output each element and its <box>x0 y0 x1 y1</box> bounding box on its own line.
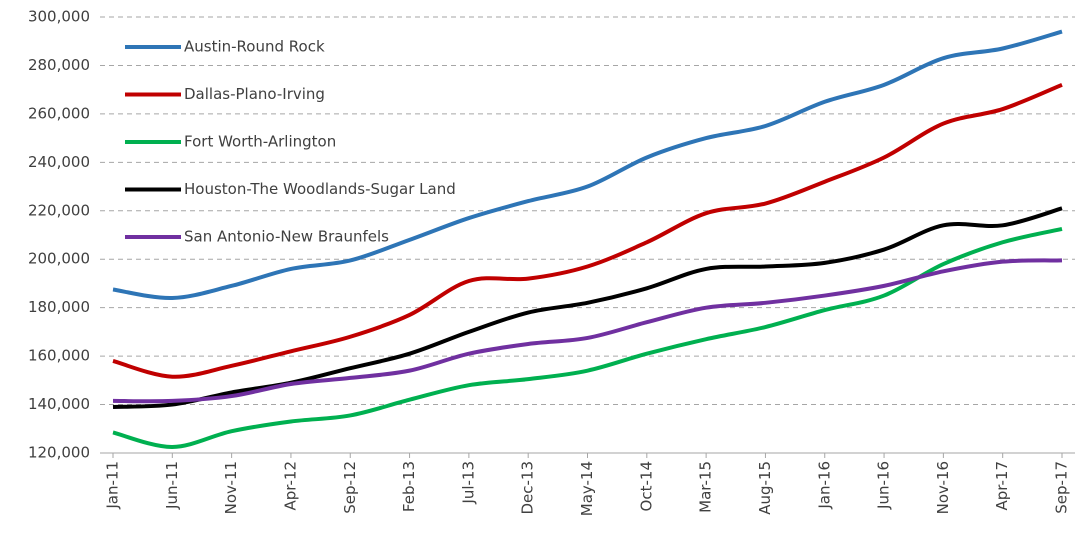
x-tick-label: Sep-12 <box>341 461 359 514</box>
y-tick-label: 260,000 <box>28 104 90 122</box>
x-tick-label: Jan-16 <box>815 461 833 510</box>
y-tick-label: 120,000 <box>28 444 90 462</box>
legend-label: San Antonio-New Braunfels <box>184 228 389 246</box>
series-line <box>112 258 1063 404</box>
y-tick-label: 180,000 <box>28 298 90 316</box>
x-tick-label: Oct-14 <box>637 461 655 511</box>
y-tick-label: 280,000 <box>28 56 90 74</box>
y-tick-label: 160,000 <box>28 347 90 365</box>
legend-label: Dallas-Plano-Irving <box>184 85 325 103</box>
x-tick-label: Mar-15 <box>697 461 715 513</box>
legend-label: Austin-Round Rock <box>184 38 325 56</box>
legend-label: Houston-The Woodlands-Sugar Land <box>184 180 456 198</box>
x-tick-label: Jul-13 <box>459 461 477 505</box>
x-tick-label: Nov-11 <box>222 461 240 514</box>
x-tick-label: Nov-16 <box>934 461 952 514</box>
y-tick-label: 140,000 <box>28 395 90 413</box>
series-line <box>112 226 1063 449</box>
x-tick-label: Jun-11 <box>163 461 181 510</box>
x-tick-label: May-14 <box>578 461 596 516</box>
x-tick-label: Apr-12 <box>281 461 299 511</box>
x-tick-label: Dec-13 <box>519 461 537 515</box>
x-tick-label: Feb-13 <box>400 461 418 512</box>
x-tick-label: Jan-11 <box>104 461 122 510</box>
x-tick-label: Apr-17 <box>993 461 1011 511</box>
x-tick-label: Aug-15 <box>756 461 774 515</box>
legend-label: Fort Worth-Arlington <box>184 133 336 151</box>
series-line <box>112 29 1063 300</box>
y-tick-label: 300,000 <box>28 8 90 26</box>
y-tick-label: 240,000 <box>28 153 90 171</box>
y-tick-label: 220,000 <box>28 201 90 219</box>
series-line <box>112 82 1063 379</box>
x-tick-label: Jun-16 <box>875 461 893 510</box>
y-tick-label: 200,000 <box>28 250 90 268</box>
x-tick-label: Sep-17 <box>1053 461 1071 514</box>
